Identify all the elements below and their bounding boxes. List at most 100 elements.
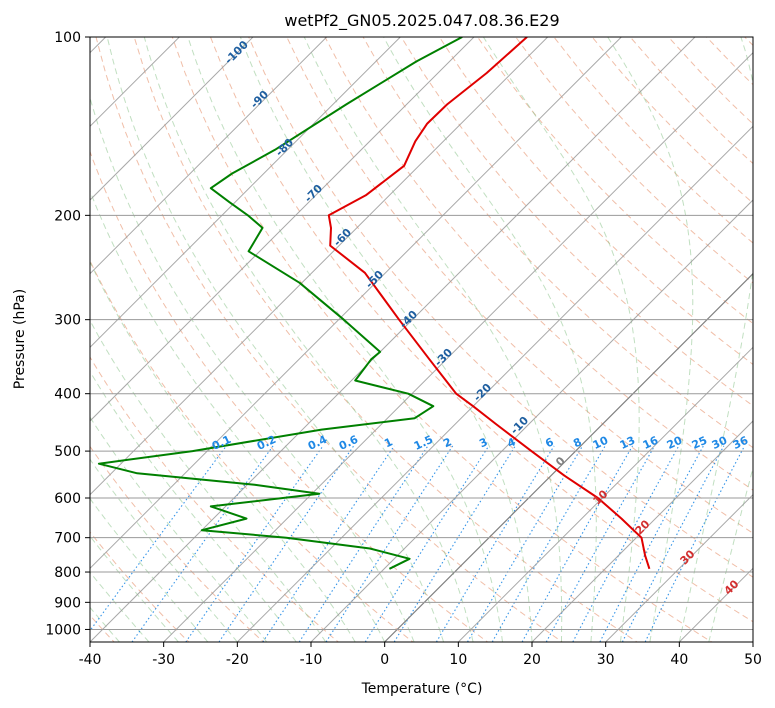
moist-adiabat: [143, 37, 474, 642]
mixing-ratio-line: [131, 445, 274, 642]
x-tick-label: 0: [380, 652, 389, 668]
mixing-ratio-line: [545, 445, 656, 642]
moist-adiabat: [90, 458, 238, 642]
moist-adiabat: [90, 370, 297, 642]
isotherm-grid-line: [457, 346, 753, 642]
dry-adiabat: [90, 259, 414, 642]
dry-adiabat: [362, 37, 753, 449]
mixing-ratio-line: [262, 445, 395, 642]
dry-adiabat: [477, 37, 753, 325]
mixing-ratio-label: 1.5: [412, 433, 435, 453]
moist-adiabat: [239, 37, 533, 642]
mixing-ratio-line: [644, 445, 746, 642]
x-tick-label: 30: [597, 652, 615, 668]
mixing-ratio-line: [435, 445, 555, 642]
x-tick-label: -30: [152, 652, 175, 668]
moist-adiabat: [607, 37, 694, 642]
moist-adiabat-label: -20: [471, 381, 494, 404]
plot-frame: [89, 36, 754, 643]
dry-adiabat: [90, 150, 489, 642]
mixing-ratio-label: 0.4: [306, 433, 329, 453]
mixing-ratio-line: [521, 445, 633, 642]
zero-isotherm: [384, 272, 753, 642]
isotherm-grid-line: [90, 37, 549, 496]
moist-adiabat: [482, 37, 640, 642]
axes: -40 -30 -20 -10 0 10 20 30 40 5010020030040050060…: [45, 30, 762, 668]
moist-adiabat: [90, 260, 356, 642]
temperature-profile: [327, 37, 651, 570]
mixing-ratio-label: 25: [690, 434, 709, 452]
moist-adiabat: [90, 535, 179, 642]
y-axis-title: Pressure (hPa): [12, 289, 28, 389]
isotherm-grid-line: [531, 420, 753, 642]
x-tick-label: 40: [670, 652, 688, 668]
mixing-ratio-label: 2: [441, 435, 453, 450]
mixing-ratio-line: [218, 445, 355, 642]
x-tick-label: 10: [449, 652, 467, 668]
data-lines: [97, 37, 651, 570]
x-axis-title: Temperature (°C): [361, 681, 483, 697]
dry-adiabat-label: 20: [633, 517, 653, 537]
y-tick-label: 400: [54, 387, 81, 403]
dry-adiabat-label: 10: [591, 487, 611, 507]
mixing-ratio-label: 13: [618, 434, 637, 452]
mixing-ratio-line: [364, 445, 490, 642]
moist-adiabat: [678, 37, 753, 642]
moist-adiabat: [708, 466, 753, 642]
y-tick-label: 500: [54, 444, 81, 460]
moist-adiabat: [187, 37, 503, 642]
moist-adiabat-label: -10: [508, 414, 531, 437]
mixing-ratio-label: 30: [710, 434, 730, 452]
y-tick-label: 300: [54, 313, 81, 329]
moist-adiabat-label: -50: [363, 268, 386, 291]
moist-adiabat: [90, 189, 386, 642]
moist-adiabat-label: -90: [248, 88, 271, 111]
chart-title: wetPf2_GN05.2025.047.08.36.E29: [284, 11, 559, 31]
mixing-ratio-line: [599, 445, 704, 642]
isotherm-grid-line: [163, 51, 753, 642]
moist-adiabat: [106, 37, 445, 642]
mixing-ratio-label: 0.1: [210, 433, 233, 453]
x-tick-label: -20: [226, 652, 249, 668]
isotherm-grid-line: [90, 37, 401, 349]
dry-adiabat: [90, 445, 265, 642]
moist-adiabat: [90, 319, 327, 642]
dry-adiabat: [286, 37, 753, 534]
y-tick-label: 900: [54, 595, 81, 611]
moist-adiabat: [383, 37, 597, 642]
x-tick-label: -10: [300, 652, 323, 668]
mixing-ratio-label: 1: [382, 435, 394, 450]
dry-adiabat-label: 40: [722, 577, 742, 597]
y-tick-label: 600: [54, 491, 81, 507]
line-labels: -100-90-80-70-60-50-40-30-20-1000.1 0.2 0.…: [210, 38, 751, 598]
x-tick-label: -40: [79, 652, 102, 668]
y-tick-label: 1000: [45, 622, 81, 638]
mixing-ratio-line: [572, 445, 680, 642]
y-tick-label: 100: [54, 30, 81, 46]
moist-adiabat-label: -70: [302, 182, 325, 205]
mixing-ratio-line: [185, 445, 324, 642]
moist-adiabat: [90, 416, 268, 642]
x-tick-label: 20: [523, 652, 541, 668]
x-tick-label: 50: [744, 652, 762, 668]
isotherm-grid-line: [90, 37, 328, 275]
mixing-ratio-label: 0.6: [337, 433, 360, 453]
isotherm-grid-line: [678, 567, 753, 642]
moist-adiabat: [90, 497, 209, 642]
isotherm-grid-line: [90, 37, 696, 642]
dry-adiabat: [438, 37, 753, 366]
mixing-ratio-line: [393, 445, 516, 642]
background-lines: [90, 37, 753, 642]
dry-adiabat: [400, 37, 753, 407]
dry-adiabat: [324, 37, 753, 491]
dry-adiabat-label: 30: [678, 547, 698, 567]
isotherm-grid-line: [752, 641, 753, 642]
dry-adiabat: [744, 37, 753, 47]
moist-adiabat-label: -60: [331, 226, 354, 249]
mixing-ratio-line: [467, 445, 584, 642]
dewpoint-profile: [97, 37, 463, 570]
mixing-ratio-line: [325, 445, 454, 642]
mixing-ratio-label: 0.2: [255, 433, 278, 453]
y-tick-label: 700: [54, 531, 81, 547]
